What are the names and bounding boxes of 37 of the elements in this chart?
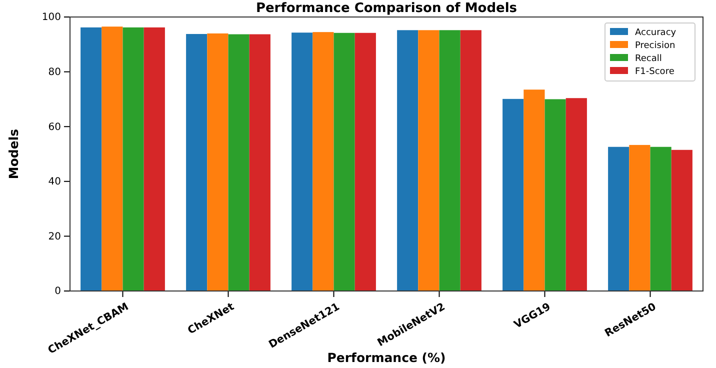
bar	[228, 34, 250, 291]
bar	[460, 30, 482, 291]
bar	[439, 30, 460, 291]
bar	[312, 32, 334, 291]
y-tick-label: 60	[48, 122, 61, 133]
y-tick-label: 80	[48, 67, 61, 78]
y-tick-label: 40	[48, 176, 61, 188]
bar	[544, 99, 566, 291]
bar	[397, 30, 418, 291]
bar	[292, 32, 313, 291]
bar	[122, 27, 144, 291]
bar	[524, 90, 545, 291]
bar	[502, 98, 524, 291]
x-axis-title: Performance (%)	[327, 350, 446, 365]
legend-label: F1-Score	[635, 67, 675, 77]
y-tick-label: 100	[42, 12, 61, 24]
bar	[608, 146, 630, 291]
bar	[334, 32, 355, 291]
bar	[418, 30, 440, 291]
bar	[629, 144, 650, 291]
chart-title: Performance Comparison of Models	[256, 1, 518, 16]
bar	[80, 27, 102, 291]
legend-label: Precision	[635, 41, 676, 51]
y-tick-label: 0	[54, 286, 61, 298]
legend-label: Recall	[635, 54, 662, 64]
bar	[671, 150, 692, 291]
bar	[144, 27, 165, 291]
y-axis-title: Models	[6, 128, 21, 180]
y-tick-label: 20	[48, 231, 61, 242]
bar	[249, 34, 270, 291]
bar	[102, 26, 123, 291]
legend-label: Accuracy	[635, 28, 677, 38]
bar	[650, 146, 672, 291]
bar	[186, 34, 208, 291]
bar	[566, 98, 587, 291]
bar	[207, 33, 228, 291]
bar	[354, 32, 376, 291]
